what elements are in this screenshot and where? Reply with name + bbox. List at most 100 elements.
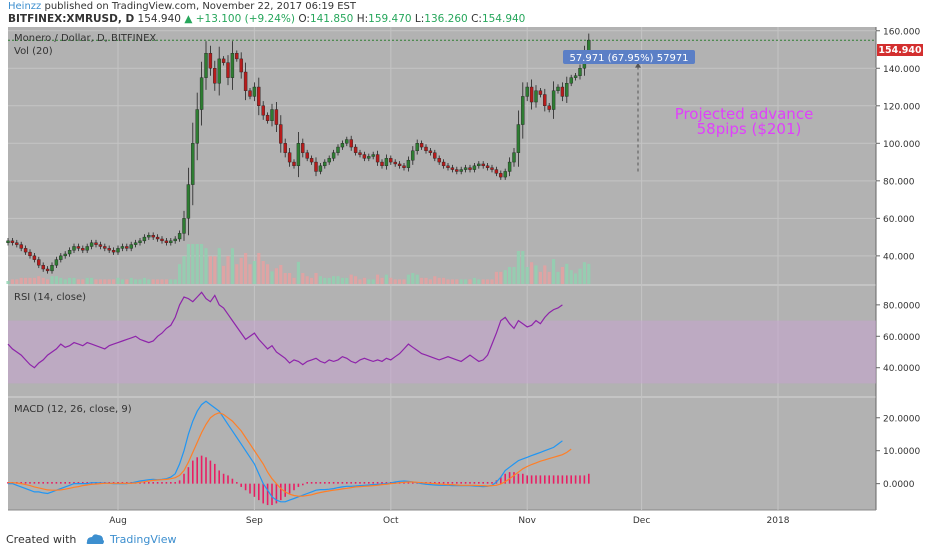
macd-hist-bar — [68, 482, 71, 484]
volume-bar — [578, 268, 582, 284]
candle-body — [560, 86, 565, 97]
price-tick-label: 80.000 — [883, 177, 915, 187]
volume-bar — [508, 267, 512, 284]
macd-hist-bar — [570, 475, 572, 484]
time-tick-label: Oct — [383, 516, 399, 526]
volume-bars — [6, 244, 591, 284]
volume-bar — [486, 279, 490, 284]
candle-body — [270, 109, 274, 121]
candle-body — [292, 161, 296, 167]
candle-body — [151, 235, 155, 238]
volume-bar — [32, 277, 36, 284]
tradingview-brand[interactable]: TradingView — [110, 533, 177, 546]
volume-bar — [314, 273, 318, 284]
volume-bar — [560, 267, 564, 284]
macd-hist-bar — [275, 483, 278, 504]
volume-bar — [420, 277, 424, 284]
macd-hist-bar — [561, 475, 564, 484]
candle-body — [23, 248, 28, 253]
price-pane[interactable] — [8, 27, 876, 284]
volume-bar — [345, 277, 349, 284]
chart-header: Heinzz published on TradingView.com, Nov… — [0, 0, 932, 27]
chart-svg[interactable]: 57.971 (67.95%) 57971 Projected advance … — [0, 27, 932, 528]
candle-body — [318, 165, 323, 172]
close-value: 154.940 — [481, 13, 526, 25]
candle-body — [59, 255, 63, 260]
macd-hist-bar — [478, 482, 480, 484]
created-with-text: Created with — [6, 533, 77, 546]
volume-bar — [503, 270, 507, 284]
volume-bar — [151, 279, 155, 284]
volume-bar — [217, 248, 221, 284]
volume-bar — [490, 279, 494, 284]
candle-body — [28, 251, 32, 257]
candle-body — [389, 158, 393, 163]
candle-body — [406, 159, 411, 168]
candle-body — [503, 171, 507, 178]
candle-body — [472, 165, 477, 170]
volume-bar — [538, 271, 542, 284]
macd-hist-bar — [583, 475, 586, 484]
macd-hist-bar — [55, 482, 58, 484]
candle-body — [437, 158, 441, 163]
volume-bar — [552, 259, 556, 284]
macd-tick-labels: 0.0000 10.0000 20.0000 — [876, 414, 920, 490]
macd-hist-bar — [328, 482, 330, 484]
chart-area[interactable]: 57.971 (67.95%) 57971 Projected advance … — [0, 27, 932, 528]
macd-pane[interactable] — [8, 398, 876, 510]
macd-hist-bar — [178, 480, 181, 484]
footer: Created with TradingView — [0, 528, 932, 550]
candle-body — [6, 240, 10, 243]
volume-bar — [288, 273, 292, 284]
volume-bar — [112, 279, 116, 284]
price-tick-labels: 40.000 60.000 80.000 100.000 120.000 140.000 1… — [876, 27, 920, 262]
volume-bar — [270, 271, 274, 284]
candle-body — [428, 150, 433, 153]
candle-body — [367, 156, 371, 159]
macd-hist-bar — [456, 482, 458, 484]
author-link[interactable]: Heinzz — [8, 1, 42, 12]
macd-hist-bar — [60, 482, 62, 484]
macd-hist-bar — [20, 482, 22, 484]
volume-bar — [173, 279, 177, 284]
volume-bar — [125, 279, 129, 284]
volume-bar — [318, 276, 322, 284]
candle-body — [441, 161, 446, 167]
volume-bar — [525, 267, 529, 284]
macd-hist-bar — [170, 482, 172, 484]
candle-body — [314, 161, 318, 172]
candle-body — [15, 242, 19, 245]
volume-bar — [380, 277, 384, 284]
macd-hist-bar — [288, 483, 291, 494]
macd-hist-bar — [482, 482, 484, 484]
price-axis[interactable] — [876, 27, 932, 510]
volume-bar — [178, 264, 182, 284]
volume-bar — [142, 277, 146, 284]
macd-hist-bar — [231, 478, 234, 484]
macd-hist-bar — [539, 475, 542, 484]
candle-body — [195, 109, 199, 144]
volume-bar — [222, 265, 226, 284]
volume-bar — [336, 276, 340, 284]
volume-bar — [468, 279, 472, 284]
volume-bar — [283, 273, 287, 284]
rsi-tick-label: 40.0000 — [883, 364, 920, 374]
candle-body — [138, 240, 142, 243]
candle-body — [345, 139, 349, 144]
volume-bar — [85, 277, 89, 284]
tradingview-logo-icon — [84, 532, 106, 549]
change-up-icon: ▲ — [184, 13, 193, 25]
candle-body — [340, 143, 345, 148]
macd-hist-bar — [535, 475, 537, 484]
candle-body — [323, 161, 327, 167]
candle-body — [265, 114, 270, 121]
high-value: 159.470 — [368, 13, 412, 25]
candle-body — [98, 244, 103, 247]
macd-hist-bar — [244, 483, 247, 491]
volume-bar — [354, 276, 358, 284]
candle-body — [191, 143, 195, 185]
macd-hist-bar — [156, 482, 159, 484]
volume-bar — [156, 279, 160, 284]
candle-body — [499, 173, 503, 178]
volume-bar — [164, 279, 168, 284]
